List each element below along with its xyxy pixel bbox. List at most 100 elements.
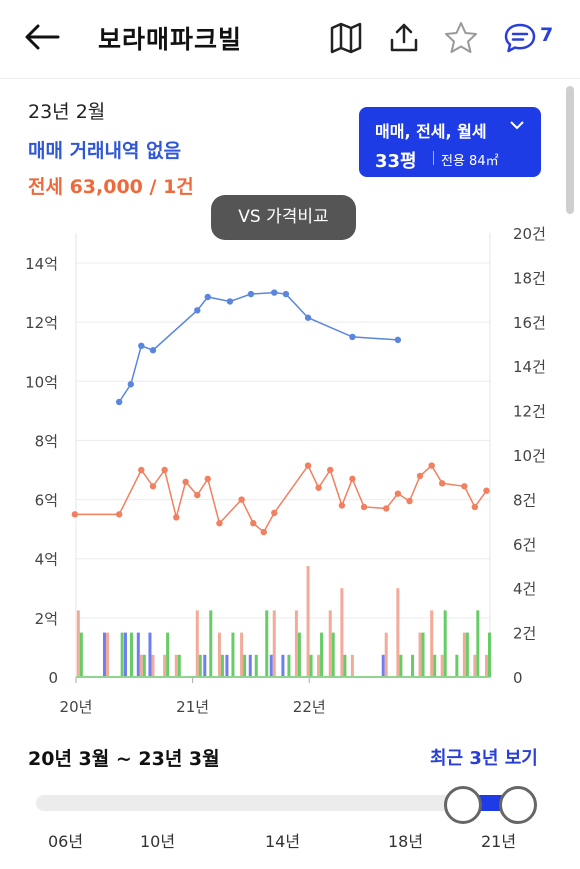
sale-price-point — [138, 342, 145, 349]
lease-price-point — [471, 503, 479, 511]
date-range-label: 20년 3월 ~ 23년 3월 — [28, 748, 220, 770]
sale-price-point — [282, 290, 290, 298]
volume-bar-lease — [440, 654, 444, 677]
lease-price-point — [360, 503, 368, 511]
volume-bar-lease — [151, 654, 155, 677]
star-icon[interactable] — [443, 20, 479, 56]
volume-bar-green — [421, 632, 425, 677]
sale-summary: 매매 거래내역 없음 — [28, 140, 182, 162]
range-tick: 06년 — [48, 832, 84, 851]
volume-bar-green — [231, 632, 235, 677]
right-axis-tick-label: 12건 — [513, 403, 546, 421]
volume-bar-green — [177, 654, 181, 677]
range-start-handle[interactable] — [444, 786, 482, 824]
deal-type-filter-button[interactable]: 매매, 전세, 월세 33평 전용 84㎡ — [359, 107, 541, 177]
volume-bar-lease — [317, 654, 321, 677]
share-icon[interactable] — [386, 20, 422, 56]
volume-bar-green — [287, 654, 291, 677]
page-title: 보라매파크빌 — [98, 25, 243, 54]
lease-price-point — [260, 528, 267, 536]
volume-bar-lease — [462, 632, 466, 677]
comment-count: 7 — [540, 24, 554, 46]
comment-icon[interactable] — [502, 20, 538, 56]
volume-bar-lease — [163, 654, 167, 677]
map-icon[interactable] — [328, 20, 364, 56]
volume-bar-lease — [174, 654, 178, 677]
left-axis-tick-label: 6억 — [35, 492, 58, 510]
sale-price-line — [118, 291, 398, 403]
lease-price-point — [349, 475, 356, 483]
lease-price-point — [416, 472, 424, 480]
volume-bar-sale — [203, 654, 207, 677]
volume-bar-sale — [102, 632, 106, 677]
right-axis-tick-label: 6건 — [513, 536, 536, 554]
volume-bar-lease — [240, 632, 244, 677]
left-axis-tick-label: 14억 — [25, 255, 58, 273]
volume-bar-sale — [136, 632, 140, 677]
volume-bar-green — [297, 632, 301, 677]
volume-bar-sale — [281, 654, 285, 677]
volume-bar-sale — [123, 632, 127, 677]
volume-bar-sale — [248, 654, 252, 677]
volume-bar-green — [476, 610, 480, 677]
lease-price-point — [182, 478, 189, 486]
volume-bar-green — [488, 632, 492, 677]
left-axis-tick-label: 4억 — [35, 551, 58, 569]
volume-bar-green — [343, 654, 347, 677]
lease-price-point — [315, 484, 322, 491]
x-axis-tick-label: 21년 — [176, 698, 209, 716]
range-tick: 21년 — [481, 832, 517, 851]
price-chart[interactable]: 0 2억 4억 6억 8억 10억 12억 14억 0 2건 4건 6건 8건 10건 12건 14건 16건 1… — [0, 226, 580, 726]
sale-price-point — [304, 314, 312, 321]
volume-bar-green — [455, 654, 459, 677]
x-axis-tick-label: 20년 — [60, 698, 93, 716]
area-label: 전용 84㎡ — [441, 154, 499, 169]
back-arrow-icon[interactable] — [22, 22, 62, 52]
volume-bar-green — [209, 610, 213, 677]
deal-types-label: 매매, 전세, 월세 — [375, 122, 487, 141]
volume-bar-green — [254, 654, 258, 677]
volume-bar-green — [465, 632, 469, 677]
left-axis-tick-label: 10억 — [25, 373, 58, 391]
lease-price-point — [483, 487, 490, 494]
left-axis-tick-label: 12억 — [25, 314, 58, 332]
left-axis-tick-label: 0 — [48, 669, 58, 687]
volume-bar-lease — [139, 654, 143, 677]
right-axis-tick-label: 10건 — [513, 447, 546, 465]
volume-bar-green — [198, 654, 202, 677]
sale-price-point — [394, 336, 402, 344]
volume-bar-sale — [381, 654, 385, 677]
sale-price-point — [115, 398, 123, 406]
right-axis-tick-label: 8건 — [513, 491, 536, 509]
lease-price-point — [394, 490, 402, 497]
sale-price-point — [194, 307, 201, 314]
x-axis-tick-label: 22년 — [293, 698, 326, 716]
right-axis-tick-label: 16건 — [513, 314, 546, 332]
lease-price-point — [173, 514, 180, 521]
volume-bar-lease — [294, 610, 298, 677]
lease-price-point — [204, 475, 211, 483]
volume-bar-lease — [430, 610, 434, 677]
lease-price-point — [428, 462, 435, 469]
volume-bar-green — [220, 654, 224, 677]
right-axis-tick-label: 4건 — [513, 580, 536, 598]
lease-price-point — [238, 496, 245, 503]
volume-bar-green — [320, 632, 324, 677]
volume-bar-lease — [217, 632, 221, 677]
pyeong-label: 33평 — [375, 151, 417, 172]
price-compare-button[interactable]: VS 가격비교 — [211, 195, 356, 240]
right-axis-tick-label: 14건 — [513, 358, 546, 376]
volume-bar-green — [129, 632, 133, 677]
chevron-down-icon — [509, 117, 525, 137]
range-slider-track[interactable] — [36, 795, 516, 811]
lease-price-point — [327, 466, 334, 474]
range-end-handle[interactable] — [499, 786, 537, 824]
volume-bar-lease — [105, 632, 109, 677]
lease-price-point — [406, 497, 413, 505]
recent-3-years-button[interactable]: 최근 3년 보기 — [430, 748, 538, 769]
scrollbar[interactable] — [566, 86, 574, 214]
lease-price-point — [149, 483, 157, 490]
left-axis-tick-label: 8억 — [35, 432, 58, 450]
volume-bar-lease — [76, 610, 80, 677]
lease-price-point — [338, 502, 346, 509]
